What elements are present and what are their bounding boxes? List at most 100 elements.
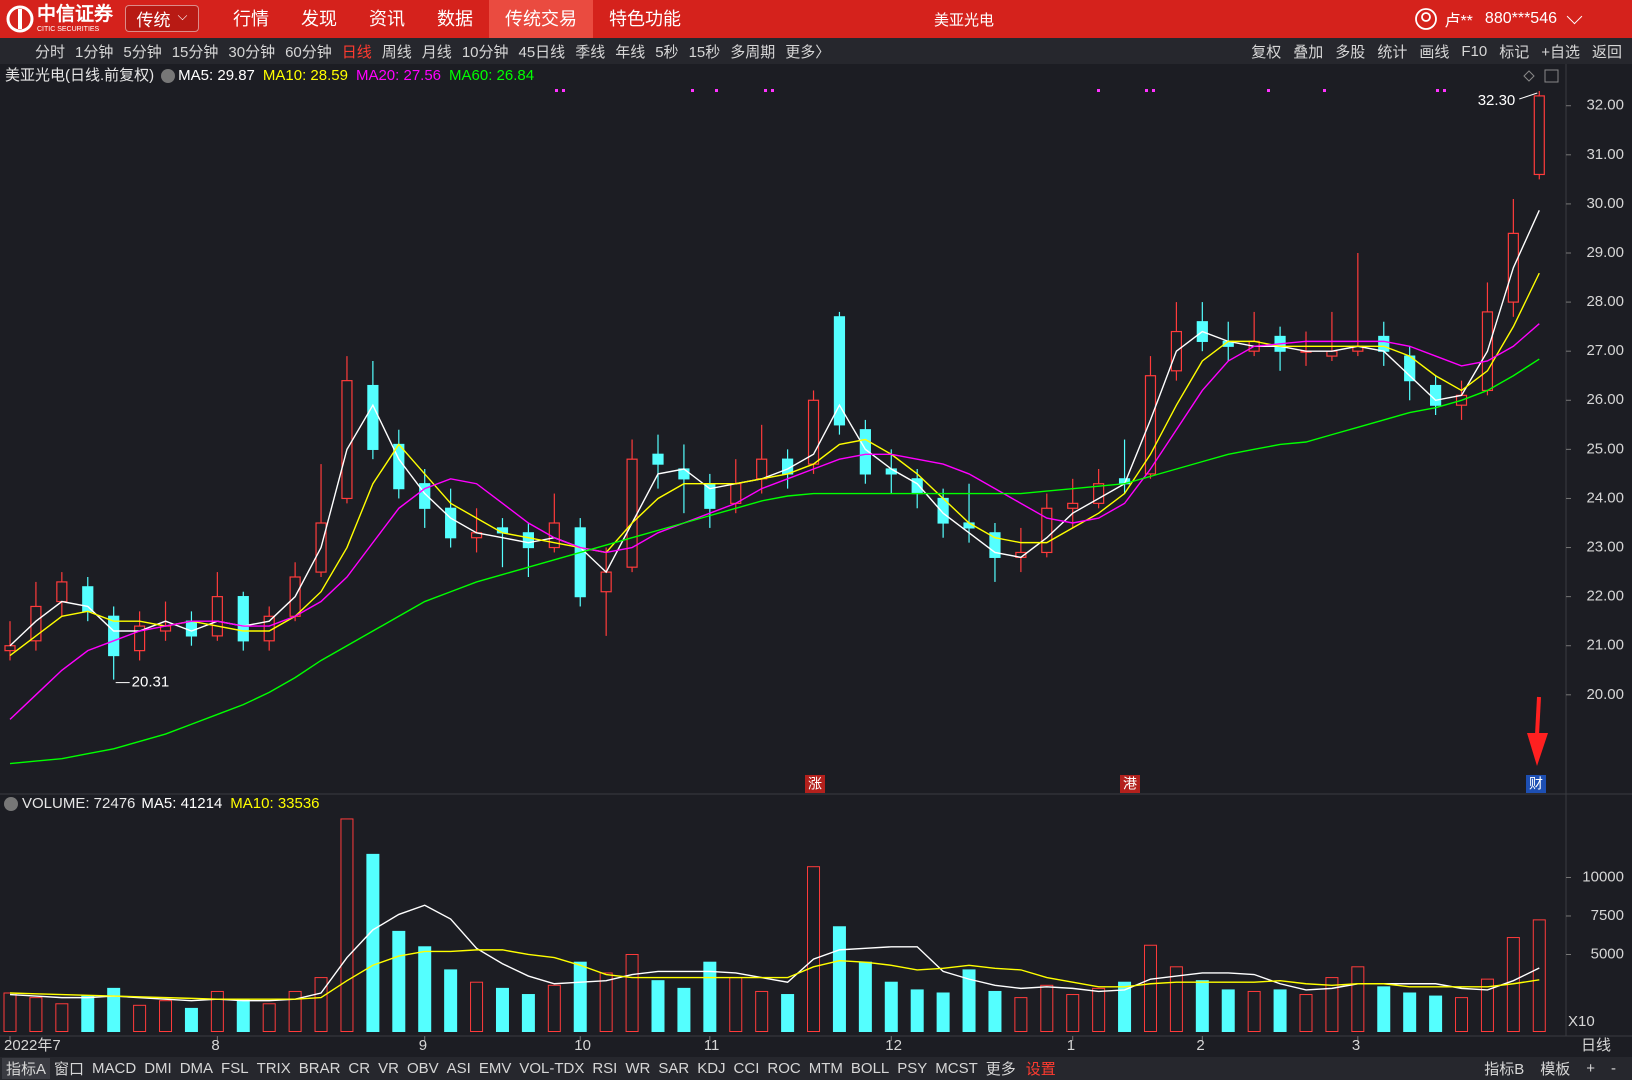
indicator-tab[interactable]: - bbox=[1611, 1060, 1616, 1077]
tool-button[interactable]: 叠加 bbox=[1293, 43, 1324, 61]
chevron bbox=[177, 10, 187, 21]
indicator-tab[interactable]: CCI bbox=[733, 1060, 760, 1077]
volume-bar bbox=[729, 977, 743, 1033]
logo-text: 中信证券 CITIC SECURITIES bbox=[37, 5, 113, 33]
indicator-tab[interactable]: DMI bbox=[144, 1060, 172, 1077]
candle-body bbox=[678, 468, 690, 480]
tool-button[interactable]: F10 bbox=[1461, 42, 1488, 60]
arrow bbox=[1535, 696, 1541, 736]
settings-icon[interactable] bbox=[161, 69, 175, 83]
period-tab[interactable]: 60分钟 bbox=[285, 43, 332, 61]
volume-bar bbox=[1532, 919, 1546, 1033]
menu-item[interactable]: 特色功能 bbox=[609, 9, 681, 29]
menu-item[interactable]: 传统交易 bbox=[489, 0, 593, 38]
volume-bar bbox=[210, 990, 224, 1033]
indicator-tab[interactable]: PSY bbox=[897, 1060, 928, 1077]
volume-bar bbox=[1325, 977, 1339, 1033]
indicator-tab[interactable]: VOL-TDX bbox=[519, 1060, 585, 1077]
period-tab[interactable]: 15分钟 bbox=[171, 43, 219, 61]
indicator-tab[interactable]: ROC bbox=[767, 1060, 801, 1077]
period-tab[interactable]: 年线 bbox=[615, 43, 646, 61]
period-tab[interactable]: 45日线 bbox=[518, 43, 566, 61]
indicator-tab[interactable]: 窗口 bbox=[54, 1061, 85, 1078]
indicator-tab[interactable]: MCST bbox=[935, 1060, 978, 1077]
tool-button[interactable]: 统计 bbox=[1377, 43, 1408, 61]
toolbar: 分时 1分钟 5分钟 15分钟 30分钟 60分钟 日线 周线 月线 10分钟 45日线 季线 年线 5秒… bbox=[0, 38, 1632, 64]
menu-item[interactable]: 行情 bbox=[233, 9, 269, 29]
period-tab[interactable]: 日线 bbox=[341, 43, 372, 61]
indicator-tab[interactable]: 指标A bbox=[2, 1058, 51, 1079]
period-tab[interactable]: 更多〉 bbox=[785, 43, 831, 61]
volume-bar bbox=[1092, 987, 1106, 1033]
indicator-tab[interactable]: WR bbox=[625, 1060, 651, 1077]
indicator-tab[interactable]: 指标B bbox=[1484, 1061, 1525, 1078]
indicator-tab[interactable]: 更多 bbox=[985, 1061, 1016, 1078]
indicator-tab[interactable]: ASI bbox=[446, 1060, 471, 1077]
x-tick-label: 12 bbox=[885, 1037, 902, 1054]
indicator-tab[interactable]: FSL bbox=[221, 1060, 249, 1077]
menu: 行情 发现 资讯 数据 传统交易 特色功能 bbox=[217, 0, 697, 38]
tool-button[interactable]: 画线 bbox=[1419, 43, 1450, 61]
indicator-tab[interactable]: MACD bbox=[92, 1060, 137, 1077]
mode-dropdown[interactable]: 传统 bbox=[125, 5, 199, 32]
ma-line bbox=[9, 358, 1540, 765]
period-tab[interactable]: 10分钟 bbox=[461, 43, 509, 61]
volume-bar bbox=[910, 989, 924, 1033]
indicator-tab[interactable]: EMV bbox=[478, 1060, 512, 1077]
period-tab[interactable]: 15秒 bbox=[688, 43, 721, 61]
tool-button[interactable]: 多股 bbox=[1335, 43, 1366, 61]
indicator-tab[interactable]: KDJ bbox=[697, 1060, 726, 1077]
indicator-tab[interactable]: DMA bbox=[179, 1060, 214, 1077]
period-tab[interactable]: 5分钟 bbox=[123, 43, 162, 61]
indicator-tab[interactable]: MTM bbox=[808, 1060, 843, 1077]
period-tab[interactable]: 分时 bbox=[35, 43, 66, 61]
menu-item[interactable]: 发现 bbox=[301, 9, 337, 29]
indicator-tab[interactable]: VR bbox=[378, 1060, 399, 1077]
menu-item[interactable]: 资讯 bbox=[369, 9, 405, 29]
indicator-tab[interactable]: 模板 bbox=[1540, 1061, 1571, 1078]
tool-button[interactable]: 标记 bbox=[1499, 43, 1530, 61]
indicator-tab[interactable]: BRAR bbox=[298, 1060, 341, 1077]
period-tab[interactable]: 30分钟 bbox=[228, 43, 276, 61]
period-tab[interactable]: 周线 bbox=[381, 43, 412, 61]
icon[interactable] bbox=[1523, 70, 1535, 82]
logo-sub: CITIC SECURITIES bbox=[37, 26, 100, 33]
indicator-tab[interactable]: OBV bbox=[406, 1060, 439, 1077]
indicator-tab[interactable]: CR bbox=[348, 1060, 371, 1077]
indicator-tab[interactable]: + bbox=[1586, 1060, 1595, 1077]
tool-button[interactable]: +自选 bbox=[1541, 43, 1580, 61]
period-tab[interactable]: 季线 bbox=[575, 43, 606, 61]
tool-button[interactable]: 复权 bbox=[1251, 43, 1282, 61]
volume-bar bbox=[1221, 989, 1235, 1033]
settings-icon[interactable] bbox=[4, 797, 18, 811]
volume-bar bbox=[1014, 997, 1028, 1033]
ma-line bbox=[9, 949, 1540, 1000]
menu-item[interactable]: 数据 bbox=[437, 9, 473, 29]
legend-title: 美亚光电(日线.前复权) bbox=[5, 66, 154, 84]
volume-bar bbox=[1040, 984, 1054, 1033]
indicator-tab[interactable]: RSI bbox=[592, 1060, 618, 1077]
chevron[interactable] bbox=[1566, 8, 1583, 24]
indicator-tab[interactable]: BOLL bbox=[850, 1060, 890, 1077]
candle-body bbox=[82, 586, 94, 612]
period-tab[interactable]: 5秒 bbox=[655, 43, 679, 61]
period-tab[interactable]: 1分钟 bbox=[75, 43, 114, 61]
annotation-arrow bbox=[1519, 92, 1538, 100]
volume-bar bbox=[133, 1004, 147, 1033]
indicator-tab[interactable]: SAR bbox=[658, 1060, 690, 1077]
icon[interactable] bbox=[1544, 69, 1559, 83]
candle-body bbox=[1326, 350, 1338, 357]
period-tab[interactable]: 多周期 bbox=[730, 43, 776, 61]
candle-body bbox=[1067, 502, 1079, 509]
period-tab[interactable]: 月线 bbox=[421, 43, 452, 61]
unit-label: X10 bbox=[1568, 1013, 1595, 1030]
indicator-tab[interactable]: TRIX bbox=[256, 1060, 291, 1077]
candle-body bbox=[134, 625, 146, 652]
volume-bar bbox=[1480, 978, 1494, 1033]
volume-bar bbox=[755, 990, 769, 1033]
indicator-list: 指标A 窗口 MACD DMI DMA FSL TRIX BRAR CR VR OBV ASI EMV V… bbox=[2, 1057, 1062, 1080]
settings-tab[interactable]: 设置 bbox=[1025, 1061, 1056, 1078]
volume-bar bbox=[418, 946, 432, 1033]
volume-bar bbox=[599, 972, 613, 1033]
tool-button[interactable]: 返回 bbox=[1591, 43, 1622, 61]
